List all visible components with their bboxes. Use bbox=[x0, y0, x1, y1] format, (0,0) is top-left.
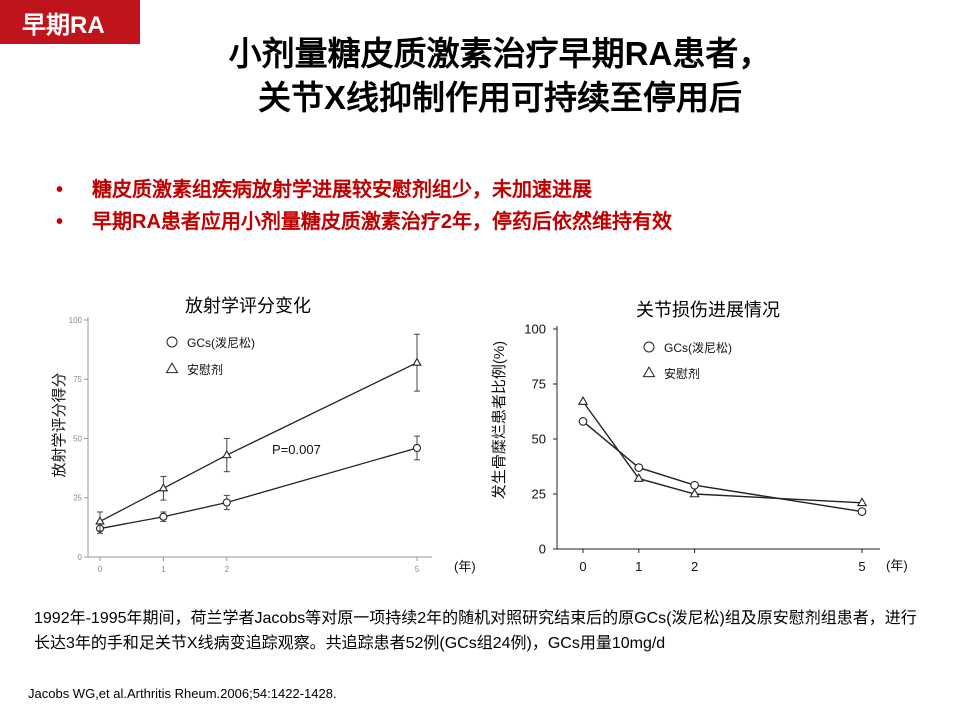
chart-2-title: 关节损伤进展情况 bbox=[636, 300, 780, 320]
chart-1-y-tick-label: 100 bbox=[69, 316, 83, 325]
chart-1-series-line-2 bbox=[99, 362, 418, 523]
chart-2-legend-marker-2 bbox=[642, 366, 656, 378]
chart-1-title: 放射学评分变化 bbox=[185, 296, 311, 316]
chart-2-point-circle bbox=[634, 463, 644, 472]
chart-1-y-tick-label: 50 bbox=[73, 434, 82, 443]
chart-2-legend-marker-1 bbox=[643, 341, 655, 353]
chart-1-point-circle bbox=[222, 498, 231, 507]
chart-1-x-tick-label: 2 bbox=[225, 565, 230, 574]
chart-1-point-triangle bbox=[221, 449, 232, 459]
chart-1-x-tick-label: 5 bbox=[415, 565, 420, 574]
chart-2-point-triangle bbox=[689, 488, 700, 498]
chart-1-point-circle bbox=[159, 512, 168, 521]
chart-2-y-tick-label: 25 bbox=[532, 487, 546, 502]
chart-2-x-tick-label: 2 bbox=[691, 559, 698, 574]
chart-1-point-circle bbox=[412, 443, 422, 453]
chart-1-x-tick-label: 1 bbox=[161, 565, 166, 574]
chart-2-point-circle bbox=[857, 507, 867, 516]
chart-2-point-circle bbox=[578, 417, 588, 426]
chart-2-point-triangle bbox=[856, 497, 868, 507]
chart-1-y-tick-label: 75 bbox=[73, 375, 82, 384]
chart-2-x-tick-label: 0 bbox=[579, 559, 586, 574]
chart-2-y-tick-label: 75 bbox=[532, 377, 546, 392]
chart-1-x-axis-label: (年) bbox=[454, 559, 476, 574]
chart-2-point-circle bbox=[690, 480, 699, 490]
title-line-1: 小剂量糖皮质激素治疗早期RA患者， bbox=[228, 35, 772, 72]
chart-1-legend-label-1: GCs(泼尼松) bbox=[187, 336, 255, 350]
chart-1-y-tick-label: 0 bbox=[78, 553, 83, 562]
page-title: 小剂量糖皮质激素治疗早期RA患者， 关节X线抑制作用可持续至停用后 bbox=[150, 32, 850, 120]
chart-1-y-axis-label: 放射学评分得分 bbox=[51, 372, 68, 477]
chart-2-point-triangle bbox=[577, 396, 589, 405]
chart-2-point-triangle bbox=[633, 473, 644, 482]
chart-1-x-tick-label: 0 bbox=[98, 565, 103, 574]
chart-2-x-tick-label: 1 bbox=[635, 559, 642, 574]
chart-1-legend-marker-2 bbox=[165, 362, 179, 374]
chart-1-point-triangle bbox=[412, 357, 422, 366]
reference: Jacobs WG,et al.Arthritis Rheum.2006;54:… bbox=[28, 686, 337, 701]
key-point: 糖皮质激素组疾病放射学进展较安慰剂组少，未加速进展 bbox=[52, 174, 672, 206]
chart-1-annotation: P=0.007 bbox=[272, 442, 321, 457]
chart-2-series-line-2 bbox=[582, 401, 863, 504]
section-tag: 早期RA bbox=[0, 0, 140, 44]
chart-1-y-tick-label: 25 bbox=[73, 494, 82, 503]
chart-2-series-line-1 bbox=[582, 420, 863, 513]
key-points: 糖皮质激素组疾病放射学进展较安慰剂组少，未加速进展 早期RA患者应用小剂量糖皮质… bbox=[52, 174, 672, 238]
chart-1-legend-label-2: 安慰剂 bbox=[187, 362, 223, 377]
chart-2-y-axis-label: 发生骨糜烂患者比例(%) bbox=[490, 341, 508, 499]
chart-2-y-tick-label: 0 bbox=[539, 542, 546, 557]
chart-1-series-line-1 bbox=[99, 447, 418, 530]
chart-2-y-tick-label: 100 bbox=[524, 322, 546, 337]
chart-2-legend-label-2: 安慰剂 bbox=[664, 366, 700, 381]
chart-2-x-axis-label: (年) bbox=[886, 558, 908, 573]
chart-2-legend-label-1: GCs(泼尼松) bbox=[664, 341, 732, 355]
chart-1-point-triangle bbox=[95, 516, 105, 525]
chart-1-legend-marker-1 bbox=[166, 336, 178, 348]
title-line-2: 关节X线抑制作用可持续至停用后 bbox=[257, 79, 742, 116]
study-note: 1992年-1995年期间，荷兰学者Jacobs等对原一项持续2年的随机对照研究… bbox=[34, 610, 917, 652]
chart-2-y-tick-label: 50 bbox=[532, 432, 546, 447]
chart-2-x-tick-label: 5 bbox=[858, 559, 865, 574]
key-point: 早期RA患者应用小剂量糖皮质激素治疗2年，停药后依然维持有效 bbox=[52, 206, 672, 238]
chart-1-point-triangle bbox=[158, 483, 169, 492]
